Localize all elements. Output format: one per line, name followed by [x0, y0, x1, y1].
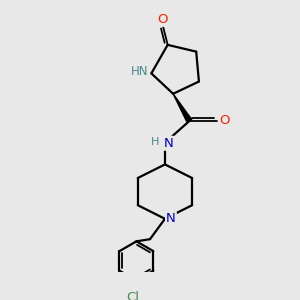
Text: N: N: [166, 212, 176, 225]
Text: HN: HN: [131, 65, 149, 78]
Text: H: H: [151, 137, 159, 147]
Text: O: O: [158, 13, 168, 26]
Polygon shape: [173, 94, 192, 122]
Text: Cl: Cl: [127, 291, 140, 300]
Text: N: N: [163, 137, 173, 150]
Text: O: O: [219, 114, 230, 128]
